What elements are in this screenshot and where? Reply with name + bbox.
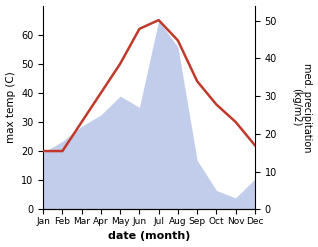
X-axis label: date (month): date (month) <box>108 231 190 242</box>
Y-axis label: max temp (C): max temp (C) <box>5 72 16 143</box>
Y-axis label: med. precipitation
(kg/m2): med. precipitation (kg/m2) <box>291 63 313 152</box>
